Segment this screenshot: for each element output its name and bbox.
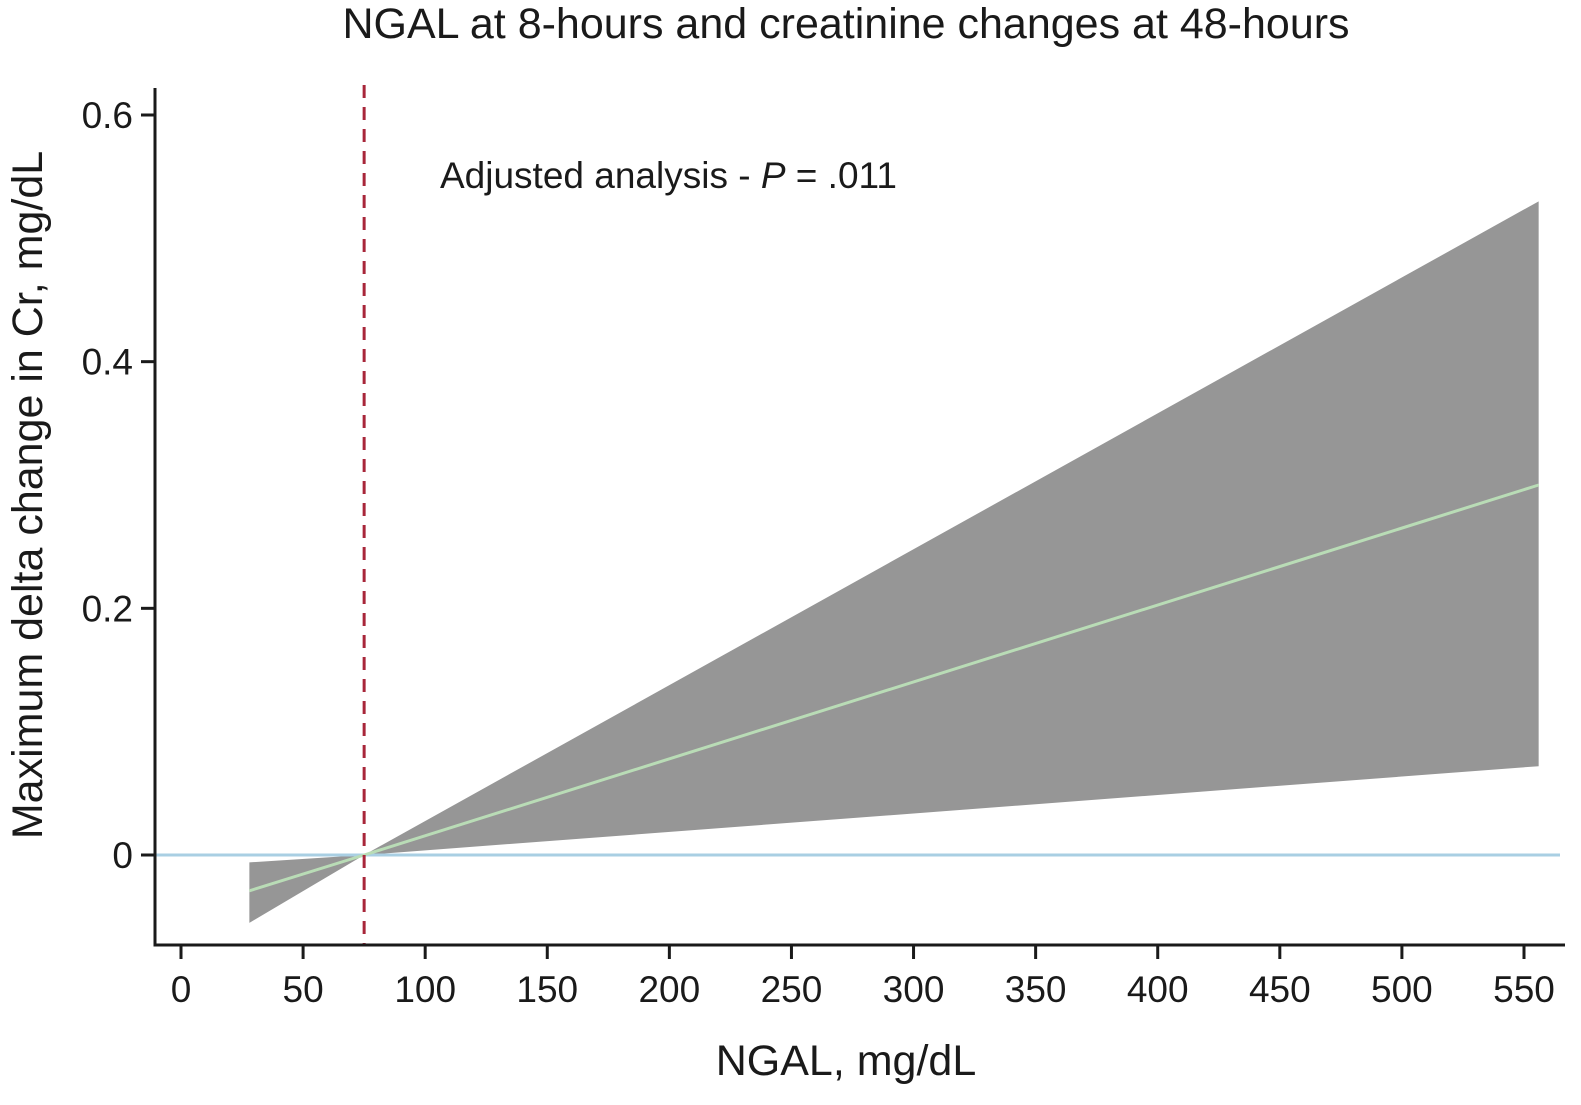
x-tick-label: 500: [1371, 969, 1433, 1010]
x-tick-label: 400: [1127, 969, 1189, 1010]
y-tick-label: 0.2: [82, 588, 133, 629]
x-tick-label: 300: [883, 969, 945, 1010]
x-tick-label: 450: [1249, 969, 1311, 1010]
annotation-suffix: = .011: [786, 155, 897, 196]
y-tick-label: 0.4: [82, 342, 133, 383]
x-tick-label: 550: [1493, 969, 1555, 1010]
annotation-prefix: Adjusted analysis -: [440, 155, 761, 196]
y-tick-label: 0: [112, 835, 133, 876]
chart-title: NGAL at 8-hours and creatinine changes a…: [342, 0, 1349, 48]
x-tick-label: 100: [394, 969, 456, 1010]
y-axis-label: Maximum delta change in Cr, mg/dL: [4, 151, 52, 839]
plot-area: 0 50 100 150 200 250 300 350 400 450 500 550 0 0.2 0.4…: [82, 85, 1565, 1010]
y-tick-label: 0.6: [82, 95, 133, 136]
x-tick-label: 50: [283, 969, 324, 1010]
x-tick-label: 200: [638, 969, 700, 1010]
x-axis-label: NGAL, mg/dL: [716, 1037, 977, 1085]
annotation-text: Adjusted analysis - P = .011: [440, 155, 897, 196]
annotation-p: P: [761, 155, 786, 196]
confidence-band: [249, 201, 1539, 923]
x-tick-label: 0: [171, 969, 192, 1010]
x-tick-label: 150: [516, 969, 578, 1010]
x-tick-label: 350: [1005, 969, 1067, 1010]
x-tick-label: 250: [761, 969, 823, 1010]
